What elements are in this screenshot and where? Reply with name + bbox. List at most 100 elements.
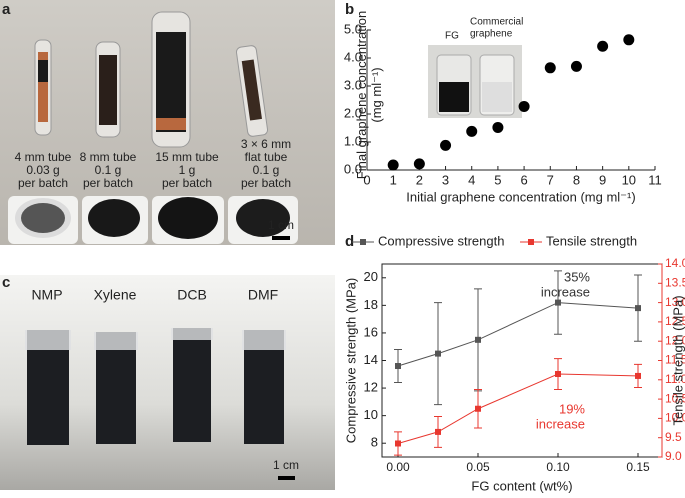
y2-tick-label: 11.0	[665, 372, 685, 386]
x-axis-label: FG content (wt%)	[471, 478, 572, 493]
y-tick-label: 5.0	[344, 21, 362, 36]
legend-marker	[360, 239, 366, 245]
point	[466, 125, 478, 137]
solvent-label: DCB	[177, 287, 207, 303]
y2-tick-label: 11.5	[665, 353, 685, 367]
x-tick-label: 3	[442, 172, 449, 187]
tube-label: per batch	[18, 176, 68, 190]
tube-label: 3 × 6 mm	[241, 137, 291, 151]
y-tick-label: 12	[364, 380, 378, 395]
x-tick-label: 6	[520, 172, 527, 187]
annotation: 19%	[559, 401, 585, 416]
x-tick-label: 0.10	[546, 460, 570, 474]
tube-label: per batch	[83, 176, 133, 190]
tube-label: 0.1 g	[95, 163, 122, 177]
y-axis-label: Final graphene concentration (mg ml⁻¹)	[354, 10, 384, 180]
x-tick-label: 10	[622, 172, 636, 187]
y-tick-label: 2.0	[344, 105, 362, 120]
annotation: increase	[541, 284, 590, 299]
point	[544, 62, 556, 74]
x-tick-label: 5	[494, 172, 501, 187]
y-axis-label: Compressive strength (MPa)	[343, 278, 358, 443]
panel-label: a	[2, 1, 11, 18]
point	[387, 159, 399, 171]
x-axis-label: Initial graphene concentration (mg ml⁻¹)	[406, 189, 635, 204]
x-tick-label: 7	[547, 172, 554, 187]
panel-label: d	[345, 233, 354, 250]
inset-label: Commercial	[470, 17, 523, 28]
y-tick-label: 18	[364, 297, 378, 312]
y-tick-label: 0.0	[344, 161, 362, 176]
point	[475, 405, 481, 412]
annotation: increase	[536, 416, 585, 431]
y2-tick-label: 12.5	[665, 314, 685, 328]
point	[635, 305, 641, 312]
point	[440, 139, 452, 151]
annotation: 35%	[564, 269, 590, 284]
series-line	[397, 302, 639, 367]
point	[395, 440, 401, 447]
series-line	[397, 373, 639, 444]
point	[492, 121, 504, 133]
panel-label: c	[2, 274, 10, 291]
x-tick-label: 0.15	[626, 460, 650, 474]
tube-label: 1 g	[179, 163, 196, 177]
point	[623, 34, 635, 46]
y-tick-label: 14	[364, 352, 378, 367]
point	[435, 350, 441, 357]
legend-label: Compressive strength	[378, 233, 504, 248]
panel-label: b	[345, 1, 354, 18]
cuvettes	[25, 328, 286, 445]
x-tick-label: 9	[599, 172, 606, 187]
y2-tick-label: 13.5	[665, 275, 685, 289]
solvent-label: NMP	[31, 287, 62, 303]
tube-label: per batch	[241, 176, 291, 190]
tube-label: flat tube	[245, 150, 288, 164]
y2-tick-label: 10.5	[665, 391, 685, 405]
y2-tick-label: 9.5	[665, 430, 682, 444]
legend-marker	[528, 239, 534, 245]
solvent-label: Xylene	[94, 287, 137, 303]
point	[555, 299, 561, 306]
point	[570, 60, 582, 72]
y-tick-label: 4.0	[344, 49, 362, 64]
solvent-label: DMF	[248, 287, 278, 303]
y-tick-label: 8	[371, 435, 378, 450]
tube-label: 4 mm tube	[15, 150, 72, 164]
point	[395, 363, 401, 370]
tube-label: 8 mm tube	[80, 150, 137, 164]
trays	[8, 196, 298, 244]
tube-label: 15 mm tube	[155, 150, 219, 164]
x-tick-label: 0.05	[466, 460, 490, 474]
x-tick-label: 0.00	[386, 460, 410, 474]
y2-tick-label: 14.0	[665, 256, 685, 270]
tube-label: 0.1 g	[253, 163, 280, 177]
scale-label: 1 cm	[273, 458, 299, 472]
x-tick-label: 8	[573, 172, 580, 187]
plot-frame	[381, 263, 663, 458]
tube-label: 0.03 g	[26, 163, 59, 177]
inset-label: graphene	[470, 29, 513, 40]
y-tick-label: 1.0	[344, 133, 362, 148]
y-tick-label: 3.0	[344, 77, 362, 92]
x-tick-label: 0	[363, 172, 370, 187]
inset-label: FG	[445, 31, 459, 42]
legend-label: Tensile strength	[546, 233, 637, 248]
point	[475, 336, 481, 343]
tubes	[34, 11, 269, 148]
y-tick-label: 20	[364, 269, 378, 284]
point	[555, 371, 561, 378]
y2-tick-label: 12.0	[665, 333, 685, 347]
x-tick-label: 11	[648, 172, 662, 187]
point	[597, 40, 609, 52]
y2-tick-label: 10.0	[665, 411, 685, 425]
point	[413, 158, 425, 170]
point	[435, 428, 441, 435]
y2-axis-label: Tensile strength (MPa)	[670, 295, 685, 425]
x-tick-label: 4	[468, 172, 475, 187]
y-tick-label: 16	[364, 324, 378, 339]
y2-tick-label: 9.0	[665, 449, 682, 463]
scale-bar	[278, 476, 295, 480]
